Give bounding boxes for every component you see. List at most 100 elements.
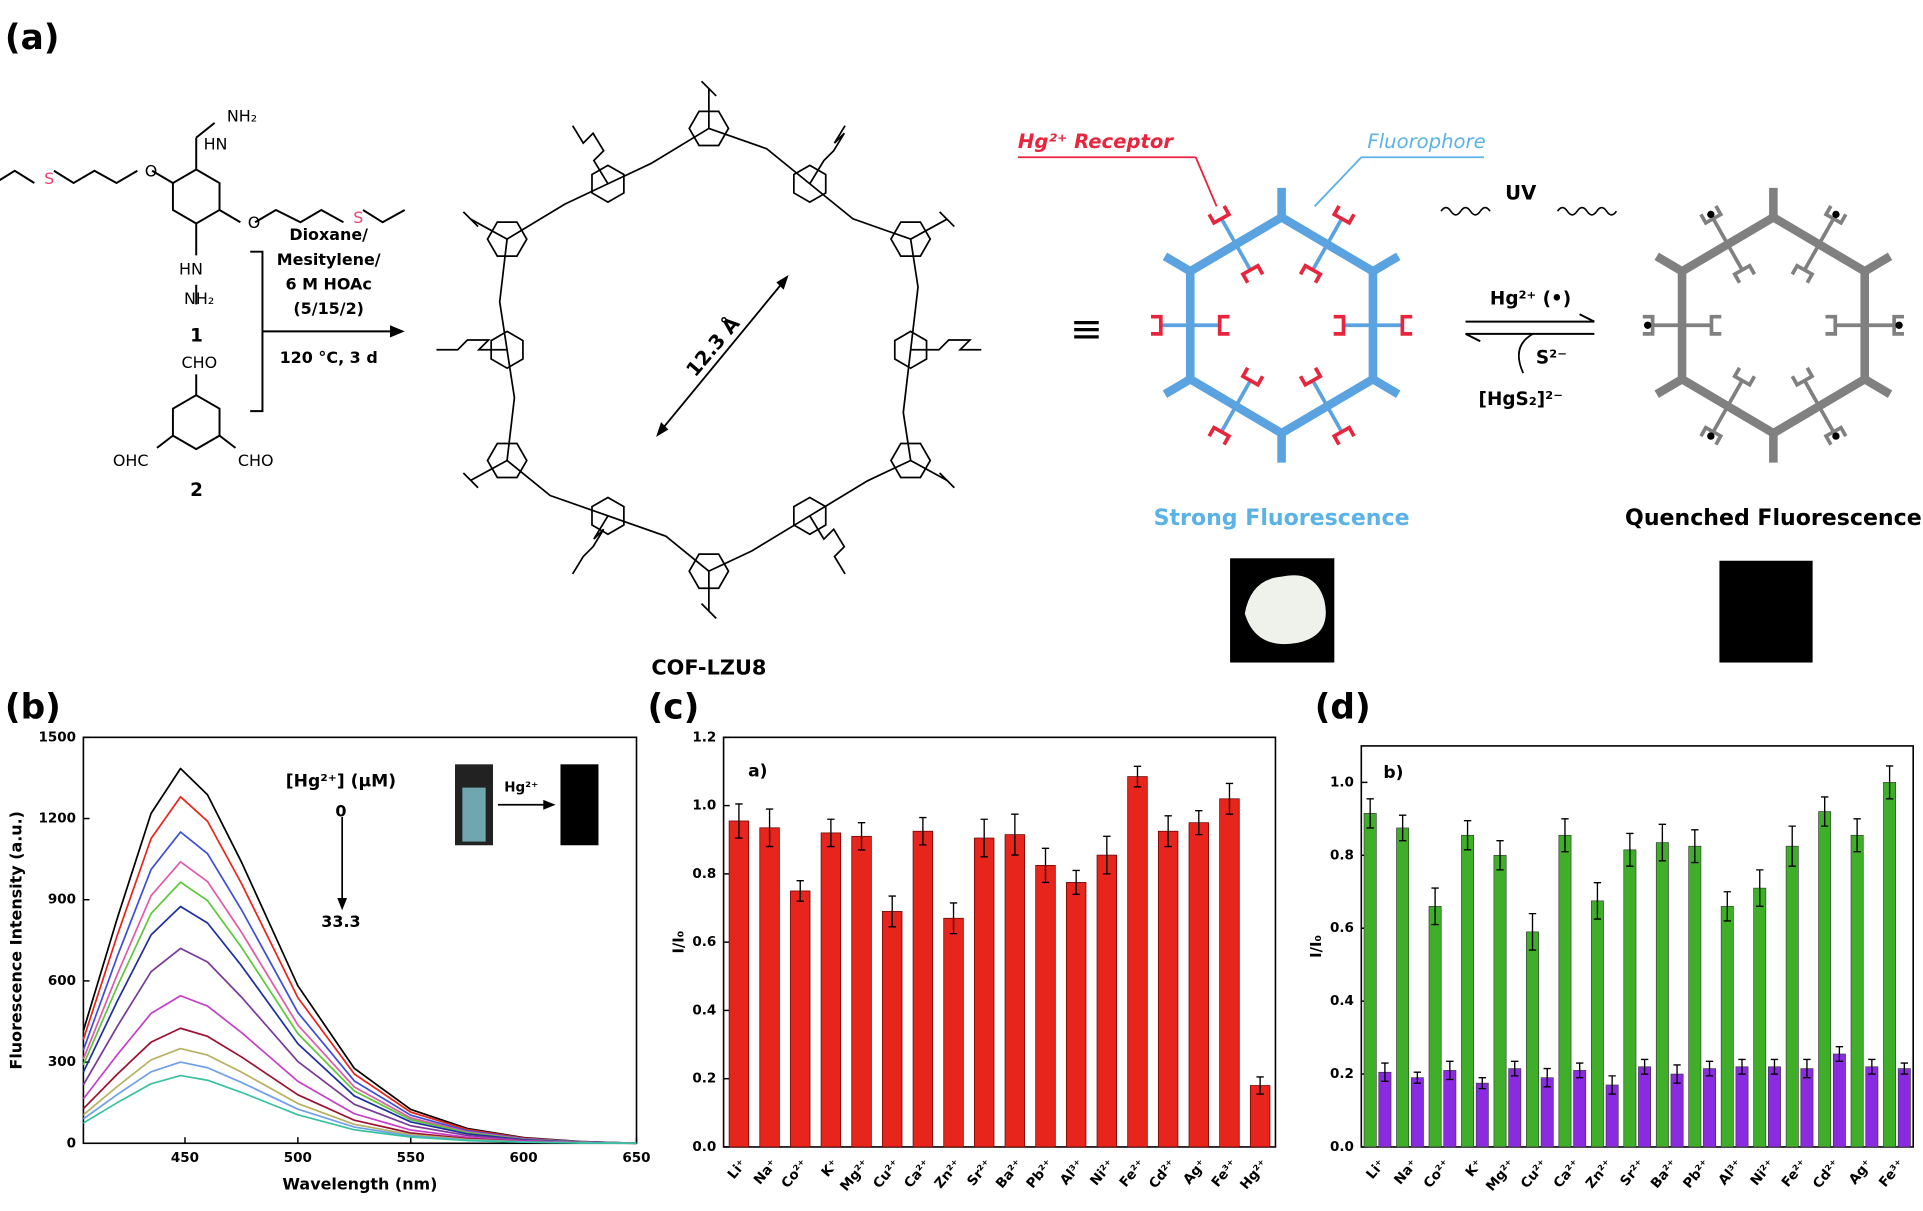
bar — [882, 911, 903, 1148]
bar — [1768, 1066, 1781, 1148]
plot-frame — [1360, 745, 1914, 1148]
receptor — [1790, 263, 1815, 284]
framework-spoke — [1370, 375, 1401, 398]
x-tick-label: Pb²⁺ — [1023, 1157, 1056, 1192]
x-tick-label: Ag⁺ — [1180, 1157, 1210, 1188]
framework-spoke — [1654, 375, 1685, 398]
panel-annotation: a) — [748, 762, 767, 782]
hg-dot — [1707, 432, 1715, 440]
x-tick-label: Al³⁺ — [1057, 1157, 1087, 1189]
bar — [759, 827, 780, 1148]
x-tick-label: Ca²⁺ — [901, 1157, 934, 1192]
error-bar — [1543, 1067, 1551, 1088]
y-tick-label: 0.4 — [692, 1002, 716, 1018]
error-bar — [1256, 1076, 1264, 1095]
x-tick-label: Pb²⁺ — [1680, 1157, 1713, 1192]
atom-label: CHO — [238, 451, 274, 470]
chain — [254, 208, 344, 224]
atom-label: S — [353, 208, 363, 227]
x-axis-label: Wavelength (nm) — [282, 1174, 437, 1193]
bar — [1850, 834, 1864, 1148]
framework-spoke — [1370, 252, 1401, 276]
x-tick-label: Hg²⁺ — [1237, 1157, 1271, 1193]
bar — [1558, 834, 1572, 1148]
error-bar — [1640, 1058, 1649, 1075]
spectrum-line — [82, 1047, 637, 1145]
x-tick-label: Fe³⁺ — [1876, 1157, 1908, 1191]
y-tick-label: 1.0 — [1330, 774, 1354, 790]
arrow-head — [389, 325, 405, 338]
bar — [1249, 1085, 1271, 1148]
bar — [1410, 1077, 1424, 1148]
reverse-reagent: S²⁻ — [1536, 347, 1567, 368]
benzene-ring — [486, 442, 528, 479]
y-tick-label: 0.6 — [1330, 920, 1354, 936]
bracket — [250, 250, 264, 413]
framework-spoke — [1862, 252, 1893, 276]
receptor-arm — [1817, 405, 1836, 433]
x-tick-label: Na⁺ — [1391, 1157, 1421, 1188]
y-tick-label: 0.0 — [1330, 1139, 1354, 1155]
extension — [700, 571, 717, 619]
linker — [506, 127, 710, 240]
photo-dark — [1719, 560, 1813, 663]
x-tick-label: 650 — [622, 1150, 650, 1166]
side-chain — [571, 125, 609, 185]
receptor-arm — [1325, 405, 1344, 433]
sensing-scheme: Hg²⁺ Receptor Fluorophore UV Hg²⁺ (•) S²… — [1017, 130, 1922, 663]
receptor — [1217, 314, 1230, 336]
framework-spoke — [1162, 375, 1193, 398]
receptor-arm — [1802, 243, 1821, 271]
x-tick-label: 500 — [284, 1150, 312, 1166]
receptor-arm — [1234, 243, 1252, 271]
error-bar — [1561, 818, 1569, 853]
receptor — [1333, 314, 1346, 336]
bar — [1219, 798, 1240, 1148]
error-bar — [1413, 1071, 1422, 1084]
benzene-ring — [688, 553, 730, 590]
receptor — [1207, 425, 1232, 446]
side-chain — [571, 515, 609, 575]
error-bar — [1738, 1058, 1746, 1075]
bar — [1035, 864, 1056, 1148]
receptor — [1151, 314, 1163, 336]
error-bar — [1511, 1060, 1519, 1077]
bar — [1832, 1053, 1846, 1148]
bar — [1703, 1068, 1716, 1148]
x-tick-label: Fe²⁺ — [1116, 1157, 1148, 1191]
receptor-arm — [1817, 217, 1836, 246]
bar — [1508, 1068, 1522, 1148]
error-bar — [1041, 847, 1050, 884]
panel-label: (d) — [1315, 688, 1371, 728]
x-tick-label: 450 — [171, 1150, 199, 1166]
extension — [462, 211, 508, 240]
byproduct-arrow — [1517, 333, 1534, 374]
linker — [708, 459, 912, 572]
plot-frame — [82, 736, 638, 1145]
receptor — [1331, 425, 1356, 446]
pore: 12.3 Å COF-LZU8 — [651, 274, 789, 680]
bar — [1475, 1082, 1489, 1148]
bar — [1800, 1068, 1814, 1148]
receptor-arm — [1311, 243, 1329, 271]
x-tick-label: Fe³⁺ — [1208, 1157, 1240, 1191]
y-tick-label: 1.2 — [692, 729, 716, 745]
receptor-arm — [1325, 217, 1344, 246]
x-tick-label: Co²⁺ — [1421, 1157, 1454, 1192]
benzene-ring — [171, 394, 221, 451]
error-bar — [1478, 1077, 1486, 1090]
state-label: Strong Fluorescence — [1154, 506, 1410, 531]
error-bar — [1164, 815, 1172, 848]
bar — [1363, 813, 1377, 1148]
error-bar — [1853, 818, 1861, 853]
uv-wave — [1556, 206, 1618, 216]
benzene-ring — [688, 110, 730, 147]
bar — [1157, 830, 1179, 1148]
arrow-head — [1579, 313, 1595, 323]
x-tick-label: Ba²⁺ — [993, 1157, 1026, 1192]
error-bar — [1626, 832, 1634, 867]
hg-dot — [1644, 321, 1652, 329]
x-tick-label: Mg²⁺ — [1483, 1157, 1518, 1195]
x-tick-label: Co²⁺ — [778, 1157, 811, 1192]
